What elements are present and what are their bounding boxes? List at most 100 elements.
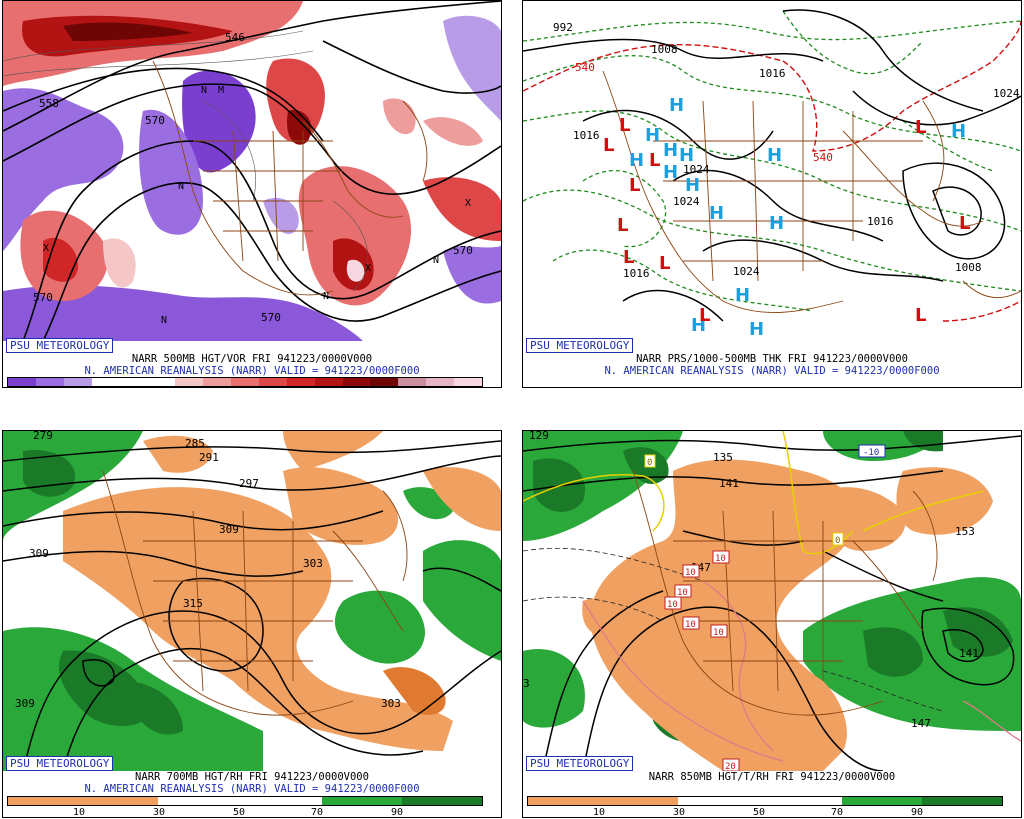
low-marker: L: [959, 213, 970, 234]
pressure-label: 1016: [867, 215, 894, 228]
rh700-map: 279 285 291 297 309 309 303 315 309 303: [3, 431, 501, 771]
panel-subtitle: N. AMERICAN REANALYSIS (NARR) VALID = 94…: [84, 365, 420, 377]
high-marker: H: [767, 145, 782, 166]
contour-label: 141: [959, 647, 979, 660]
scale-tick: 50: [233, 807, 246, 818]
panel-title: NARR 850MB HGT/T/RH FRI 941223/0000V000: [648, 771, 896, 783]
scale-swatch: [147, 378, 176, 386]
low-marker: L: [603, 135, 614, 156]
panel-700mb-rh: 279 285 291 297 309 309 303 315 309 303 …: [2, 430, 502, 818]
scale-tick: 90: [911, 807, 924, 818]
low-marker: L: [649, 150, 660, 171]
psu-branding: PSU METEOROLOGY: [526, 756, 634, 771]
scale-swatch: [203, 378, 231, 386]
contour-label: 291: [199, 451, 219, 464]
high-marker: H: [691, 315, 706, 336]
contour-label: 153: [955, 525, 975, 538]
scale-swatch-neutral: [158, 797, 322, 805]
svg-text:N: N: [433, 255, 439, 266]
temp-label: 0: [647, 458, 652, 468]
scale-swatch: [35, 378, 64, 386]
scale-swatch: [398, 378, 427, 386]
temp-label: 10: [685, 620, 696, 630]
svg-text:X: X: [465, 198, 471, 209]
contour-label: 309: [15, 697, 35, 710]
scale-swatch: [454, 378, 482, 386]
panel-title: NARR 700MB HGT/RH FRI 941223/0000V000: [135, 771, 369, 783]
scale-swatch: [231, 378, 259, 386]
contour-label: 135: [713, 451, 733, 464]
scale-swatch: [426, 378, 454, 386]
psu-branding: PSU METEOROLOGY: [6, 338, 114, 353]
scale-tick: 30: [673, 807, 686, 818]
contour-label: 570: [33, 291, 53, 304]
contour-label: 315: [183, 597, 203, 610]
thickness-label: 540: [575, 61, 595, 74]
pressure-label: 1016: [623, 267, 650, 280]
contour-label: 303: [381, 697, 401, 710]
scale-tick: 30: [153, 807, 166, 818]
scale-swatch: [119, 378, 148, 386]
low-marker: L: [915, 117, 926, 138]
rh-scale-ticks: 10 30 50 70 90: [3, 807, 501, 818]
thickness-label: 540: [813, 151, 833, 164]
high-marker: H: [709, 203, 724, 224]
scale-swatch: [63, 378, 92, 386]
contour-label: 309: [29, 547, 49, 560]
contour-label: 546: [225, 31, 245, 44]
low-marker: L: [659, 253, 670, 274]
pressure-label: 1016: [759, 67, 786, 80]
low-marker: L: [617, 215, 628, 236]
scale-swatch-neutral: [678, 797, 842, 805]
scale-swatch-moist: [322, 797, 402, 805]
pressure-label: 1016: [693, 339, 720, 341]
psu-branding: PSU METEOROLOGY: [6, 756, 114, 771]
scale-tick: 70: [831, 807, 844, 818]
svg-text:N: N: [161, 315, 167, 326]
high-marker: H: [735, 285, 750, 306]
pressure-label: 1016: [573, 129, 600, 142]
svg-text:M: M: [218, 85, 224, 96]
svg-text:X: X: [43, 243, 49, 254]
panel-subtitle: N. AMERICAN REANALYSIS (NARR) VALID = 94…: [84, 783, 420, 795]
scale-swatch-wet: [922, 797, 1002, 805]
scale-swatch: [91, 378, 120, 386]
rh-color-scale: [7, 796, 483, 806]
svg-text:N: N: [178, 181, 184, 192]
rh-scale-ticks: 10 30 50 70 90: [523, 807, 1021, 818]
scale-swatch-dry: [528, 797, 678, 805]
temp-label: 10: [715, 554, 726, 564]
pressure-label: 1008: [651, 43, 678, 56]
low-marker: L: [699, 305, 710, 326]
scale-swatch: [314, 378, 343, 386]
high-marker: H: [769, 213, 784, 234]
scale-swatch: [258, 378, 287, 386]
scale-swatch: [286, 378, 315, 386]
high-marker: H: [663, 140, 678, 161]
scale-swatch: [342, 378, 371, 386]
temp-label: 0: [835, 536, 840, 546]
svg-text:N: N: [201, 85, 207, 96]
temp-label: 20: [725, 762, 736, 771]
high-marker: H: [749, 319, 764, 340]
svg-text:N: N: [323, 291, 329, 302]
vorticity-color-scale: [7, 377, 483, 387]
pressure-label: 1024: [683, 163, 710, 176]
temp-label: -10: [863, 448, 879, 458]
pressure-label: 992: [553, 21, 573, 34]
vorticity-map: 546 570 570 570 570 558 N MN NNN XXX: [3, 1, 501, 341]
high-marker: H: [669, 95, 684, 116]
contour-label: 3: [523, 677, 530, 690]
scale-tick: 90: [391, 807, 404, 818]
high-marker: H: [685, 175, 700, 196]
high-marker: H: [629, 150, 644, 171]
high-marker: H: [663, 162, 678, 183]
contour-label: 570: [261, 311, 281, 324]
scale-swatch-moist: [842, 797, 922, 805]
low-marker: L: [619, 115, 630, 136]
panel-pressure-thickness: 992 1008 1016 1024 1024 1024 1016 1016 1…: [522, 0, 1022, 388]
panel-title: NARR 500MB HGT/VOR FRI 941223/0000V000: [131, 353, 373, 365]
scale-swatch: [370, 378, 399, 386]
panel-850mb-rh: 129 135 141 147 153 141 147 3 -10 10 10 …: [522, 430, 1022, 818]
